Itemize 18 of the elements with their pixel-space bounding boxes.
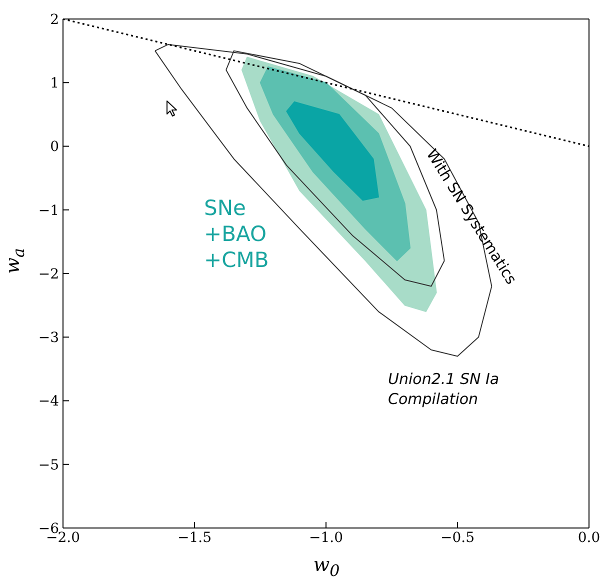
x-tick-label: 0.0 xyxy=(578,530,600,546)
y-tick-label: 0 xyxy=(50,139,59,156)
y-tick-label: −2 xyxy=(38,266,59,282)
y-tick-label: −3 xyxy=(38,330,59,346)
y-tick-label: 2 xyxy=(50,12,59,28)
x-tick-label: −1.5 xyxy=(178,530,212,546)
annotation: Union2.1 SN Ia xyxy=(388,370,500,388)
y-tick-label: −4 xyxy=(38,394,60,410)
y-tick-label: −5 xyxy=(38,457,59,474)
x-tick-label: −0.5 xyxy=(440,530,474,546)
x-axis-title: w$_{0}$ xyxy=(312,554,341,580)
y-tick-label: −1 xyxy=(38,202,59,219)
annotation: SNe xyxy=(204,196,246,220)
annotation: Compilation xyxy=(388,390,478,408)
annotation: +CMB xyxy=(204,248,269,272)
annotation: +BAO xyxy=(204,222,267,246)
x-tick-label: −1.0 xyxy=(309,530,343,546)
y-tick-label: 1 xyxy=(50,76,59,92)
